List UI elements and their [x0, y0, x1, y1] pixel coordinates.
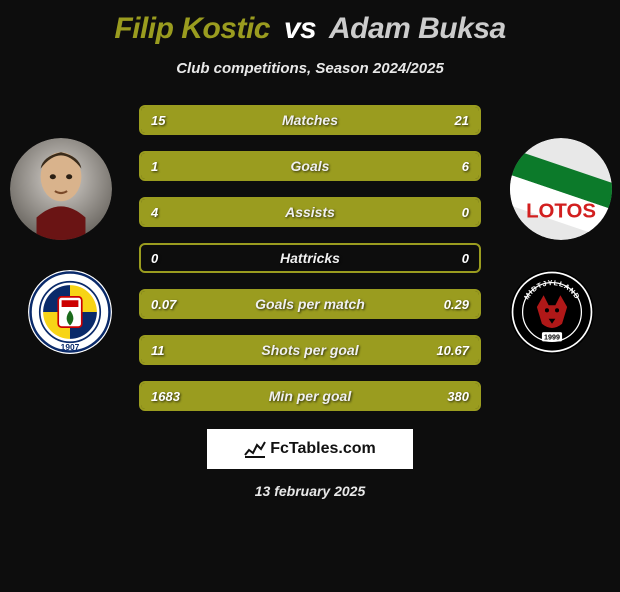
- stat-row: 16Goals: [139, 151, 481, 181]
- player1-avatar: [10, 138, 112, 240]
- stat-row: 1110.67Shots per goal: [139, 335, 481, 365]
- stat-row: 0.070.29Goals per match: [139, 289, 481, 319]
- club1-logo: 1907: [28, 270, 112, 354]
- svg-text:1999: 1999: [544, 333, 560, 341]
- stat-row: 00Hattricks: [139, 243, 481, 273]
- stat-row: 40Assists: [139, 197, 481, 227]
- stat-label: Hattricks: [141, 245, 479, 271]
- brand-badge: FcTables.com: [207, 429, 413, 469]
- player2-name: Adam Buksa: [329, 12, 506, 45]
- player1-name: Filip Kostic: [114, 12, 270, 45]
- stats-container: 1521Matches 16Goals 40Assists 00Hattricks 0.…: [139, 105, 481, 411]
- comparison-title: Filip Kostic vs Adam Buksa: [0, 12, 620, 46]
- stat-row: 1521Matches: [139, 105, 481, 135]
- player2-avatar: LOTOS: [510, 138, 612, 240]
- svg-text:LOTOS: LOTOS: [526, 201, 596, 223]
- stat-label: Goals: [141, 153, 479, 179]
- stat-label: Min per goal: [141, 383, 479, 409]
- club2-logo: MIDTJYLLAND 1999: [510, 270, 594, 354]
- stat-label: Matches: [141, 107, 479, 133]
- stat-row: 1683380Min per goal: [139, 381, 481, 411]
- brand-icon: [244, 440, 266, 458]
- date-label: 13 february 2025: [0, 483, 620, 499]
- stat-label: Goals per match: [141, 291, 479, 317]
- stat-label: Assists: [141, 199, 479, 225]
- subtitle: Club competitions, Season 2024/2025: [0, 60, 620, 77]
- svg-text:1907: 1907: [61, 342, 80, 352]
- brand-text: FcTables.com: [270, 440, 376, 458]
- vs-label: vs: [284, 12, 316, 45]
- stat-label: Shots per goal: [141, 337, 479, 363]
